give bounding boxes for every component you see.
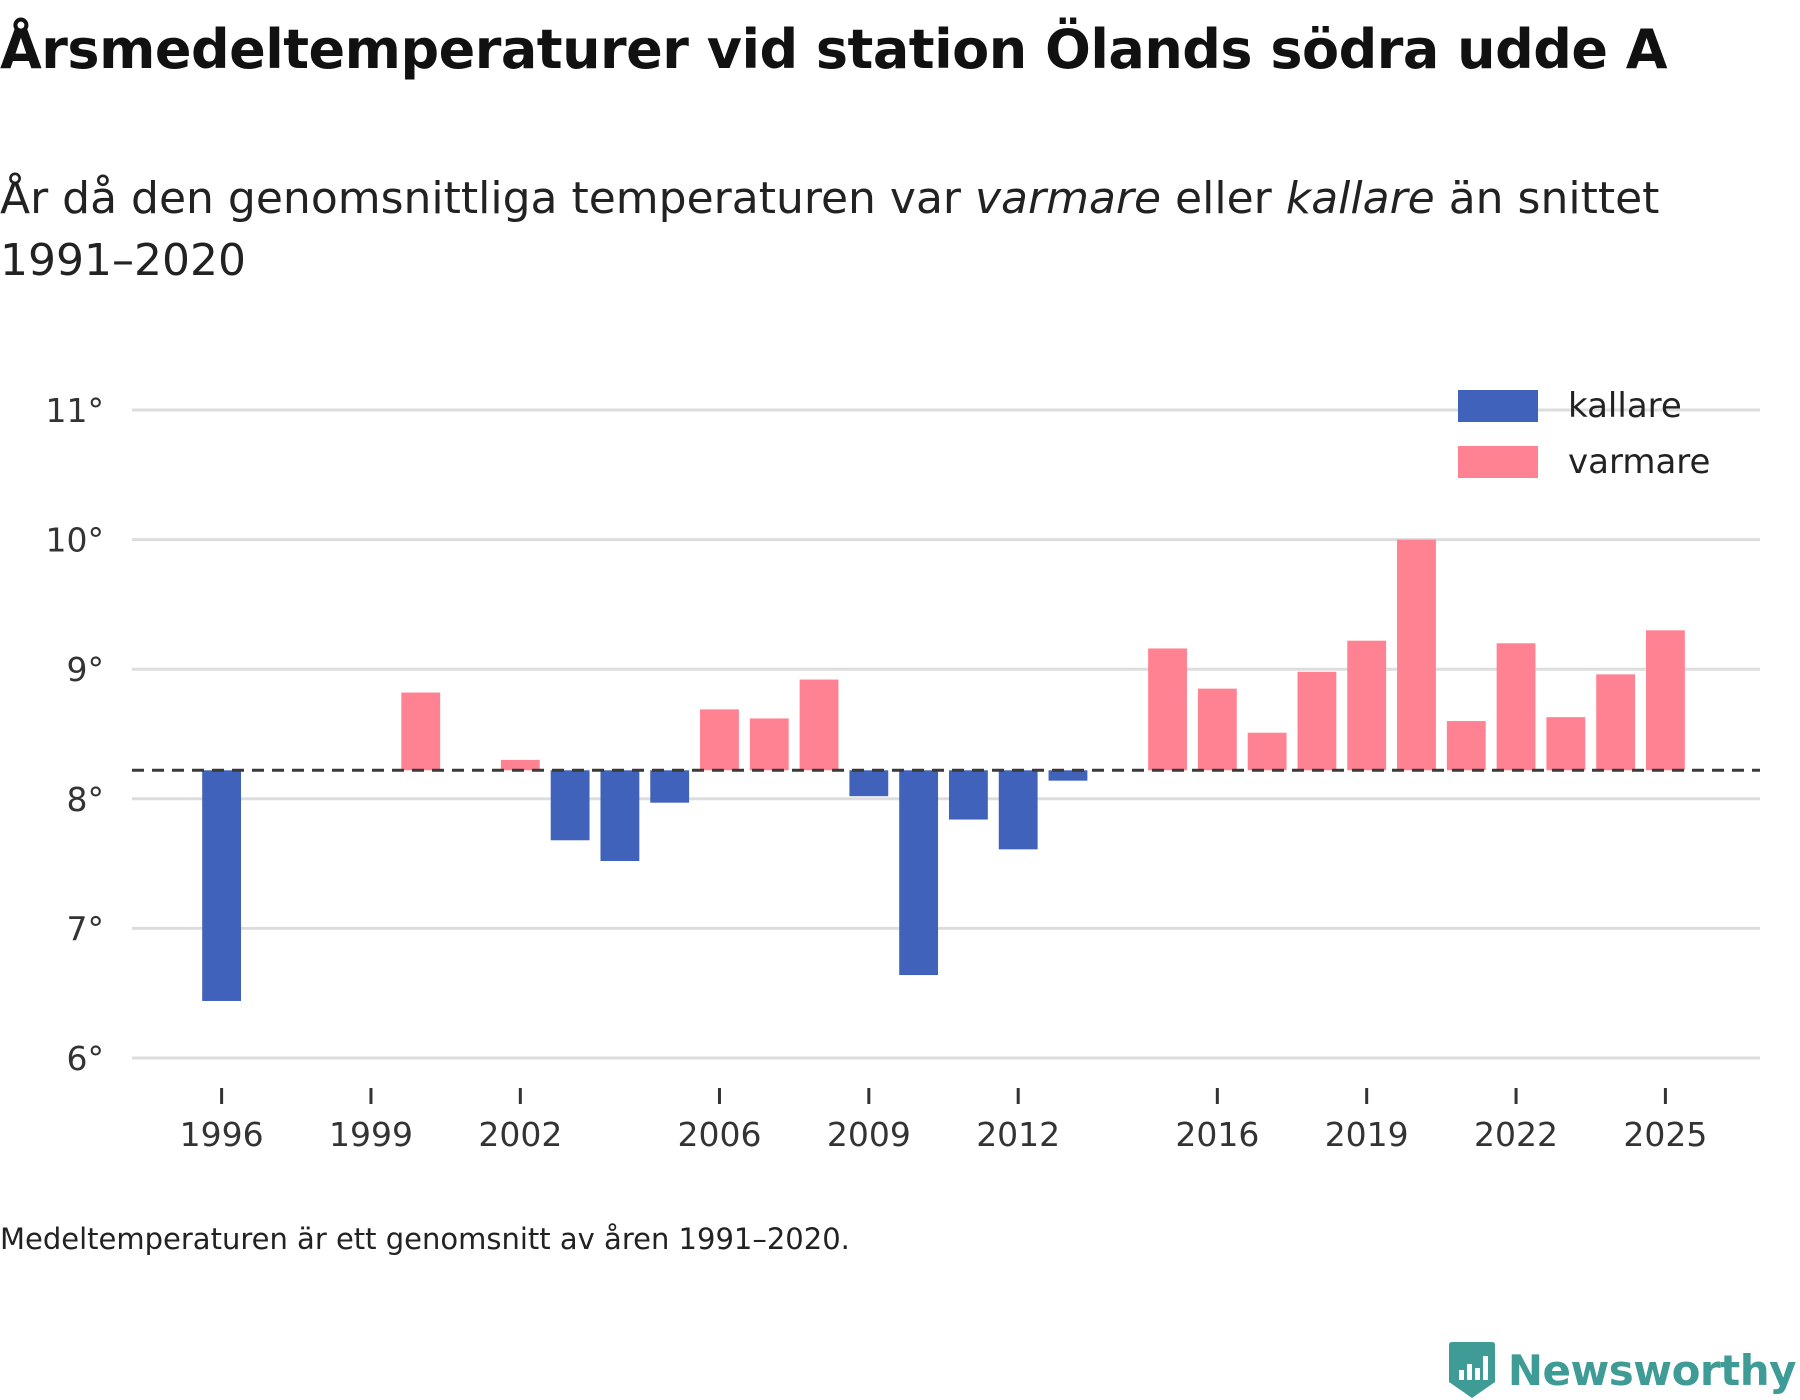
x-axis: 1996 1999 2002 2006 2009 2012 2016 2019 2022 2025 bbox=[180, 1088, 1707, 1154]
bar-2017 bbox=[1247, 732, 1287, 771]
x-tick-label: 2002 bbox=[478, 1115, 562, 1154]
y-tick-label: 9° bbox=[67, 650, 105, 689]
bar-2016 bbox=[1197, 688, 1237, 771]
legend-label-warm: varmare bbox=[1568, 442, 1710, 482]
chart-title: Årsmedeltemperaturer vid station Ölands … bbox=[0, 18, 1668, 81]
newsworthy-logo-icon bbox=[1448, 1342, 1495, 1398]
bar-2023 bbox=[1546, 717, 1586, 771]
bar-2006 bbox=[700, 709, 739, 771]
x-tick-label: 2025 bbox=[1623, 1115, 1707, 1154]
x-tick-label: 1999 bbox=[329, 1115, 413, 1154]
bar-2013 bbox=[1048, 770, 1088, 781]
bar-2009 bbox=[849, 770, 889, 797]
bar-2020 bbox=[1397, 539, 1436, 771]
legend-swatch-warm bbox=[1458, 446, 1538, 478]
x-tick-label: 2022 bbox=[1474, 1115, 1558, 1154]
bar-2015 bbox=[1148, 648, 1187, 771]
bar-2012 bbox=[998, 770, 1038, 850]
subtitle-text-middle: eller bbox=[1161, 173, 1286, 224]
subtitle-warm-word: varmare bbox=[974, 173, 1162, 224]
chart-area: 6° 7° 8° 9° 10° 11° 1996 1999 2002 2006 2009 2012 2… bbox=[0, 360, 1800, 1180]
x-tick-label: 2016 bbox=[1175, 1115, 1259, 1154]
legend: kallare varmare bbox=[1458, 386, 1710, 482]
bar-2004 bbox=[600, 770, 640, 862]
bar-layer bbox=[202, 539, 1685, 1001]
bar-2024 bbox=[1596, 674, 1636, 771]
footnote: Medeltemperaturen är ett genomsnitt av å… bbox=[0, 1222, 850, 1256]
y-tick-label: 10° bbox=[46, 521, 105, 560]
y-tick-label: 8° bbox=[67, 780, 105, 819]
subtitle-text-start: År då den genomsnittliga temperaturen va… bbox=[0, 173, 975, 224]
x-tick-label: 2012 bbox=[976, 1115, 1060, 1154]
subtitle-text-end: än snittet 1991–2020 bbox=[0, 173, 1660, 286]
bar-2007 bbox=[749, 718, 789, 771]
x-tick-label: 2009 bbox=[827, 1115, 911, 1154]
subtitle-cold-word: kallare bbox=[1285, 173, 1435, 224]
bar-2000 bbox=[401, 692, 441, 771]
y-tick-label: 11° bbox=[46, 391, 105, 430]
bar-2003 bbox=[550, 770, 590, 841]
legend-label-cold: kallare bbox=[1568, 386, 1682, 426]
y-axis: 6° 7° 8° 9° 10° 11° bbox=[46, 391, 105, 1078]
bar-2010 bbox=[899, 770, 939, 976]
x-tick-label: 2006 bbox=[677, 1115, 761, 1154]
bar-2022 bbox=[1496, 643, 1536, 771]
brand-name: Newsworthy bbox=[1507, 1345, 1797, 1395]
bar-2018 bbox=[1297, 671, 1337, 771]
y-tick-label: 7° bbox=[67, 909, 105, 948]
bar-2008 bbox=[799, 679, 839, 771]
bar-2019 bbox=[1347, 640, 1387, 771]
bar-1996 bbox=[202, 770, 242, 1001]
bar-2005 bbox=[650, 770, 690, 803]
brand-logo: Newsworthy bbox=[1448, 1340, 1797, 1400]
bar-2002 bbox=[500, 759, 540, 771]
bar-2025 bbox=[1645, 630, 1685, 771]
x-tick-label: 2019 bbox=[1325, 1115, 1409, 1154]
chart-subtitle: År då den genomsnittliga temperaturen va… bbox=[0, 168, 1700, 292]
legend-swatch-cold bbox=[1458, 390, 1538, 422]
bar-2021 bbox=[1446, 721, 1486, 771]
x-tick-label: 1996 bbox=[180, 1115, 264, 1154]
temperature-bar-chart: 6° 7° 8° 9° 10° 11° 1996 1999 2002 2006 2009 2012 2… bbox=[46, 386, 1760, 1154]
y-tick-label: 6° bbox=[67, 1039, 105, 1078]
bar-2011 bbox=[948, 770, 988, 820]
